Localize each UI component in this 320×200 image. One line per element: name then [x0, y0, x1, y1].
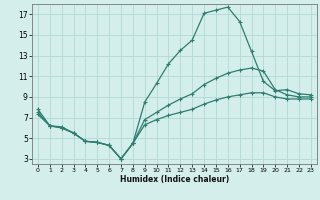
X-axis label: Humidex (Indice chaleur): Humidex (Indice chaleur) — [120, 175, 229, 184]
